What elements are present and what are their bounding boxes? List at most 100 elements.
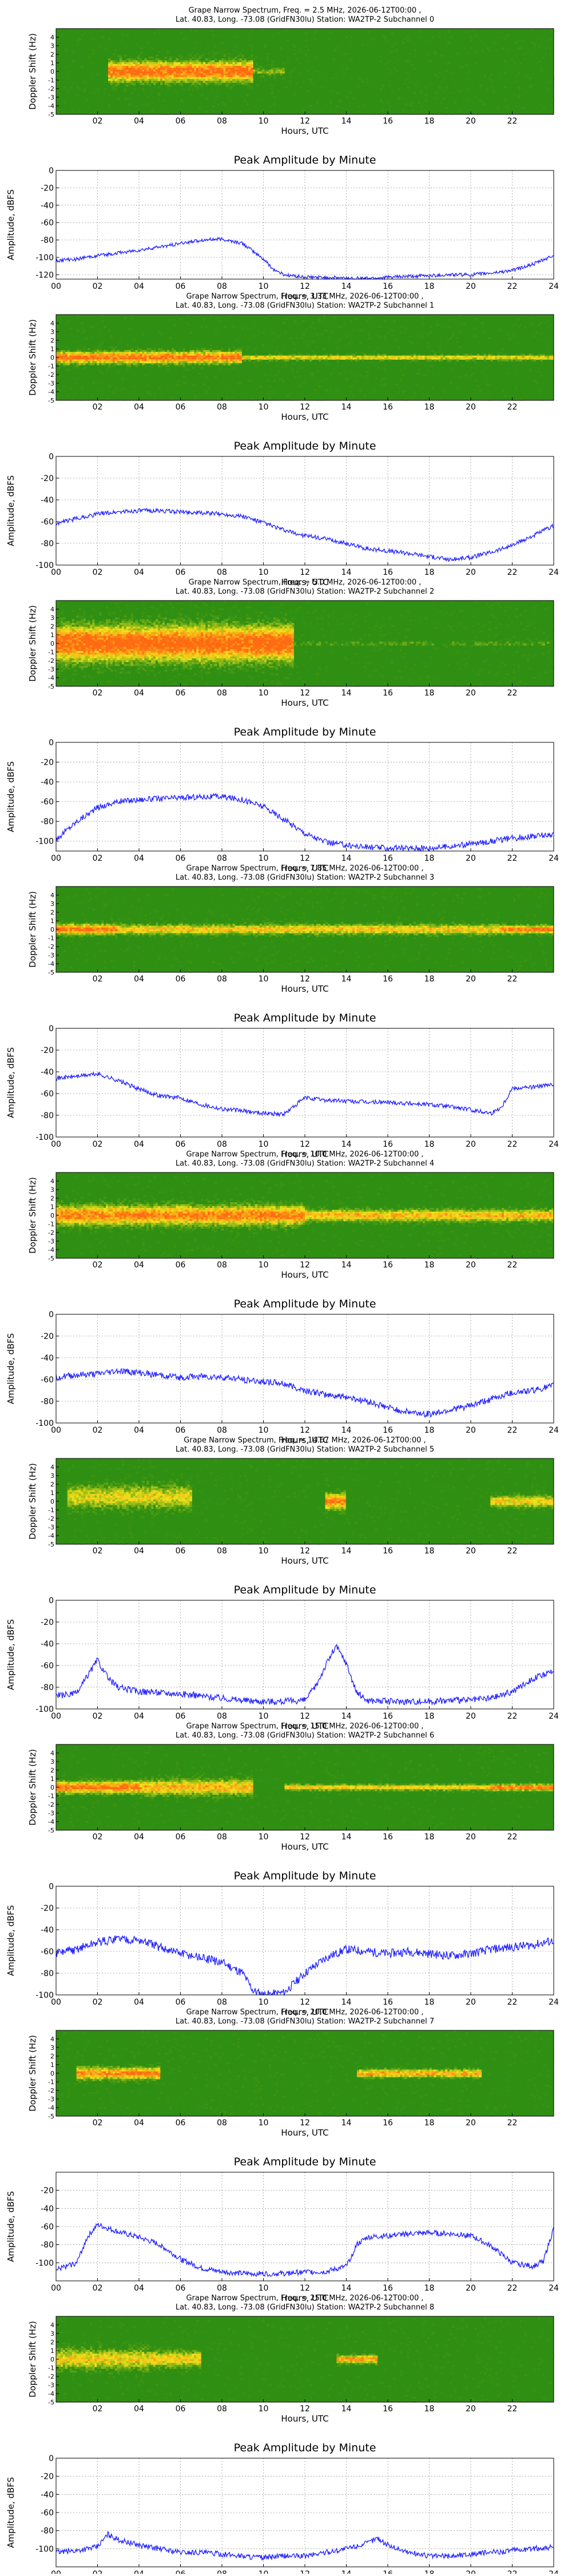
heatmap-cell [271,391,274,393]
heatmap-cell [169,51,172,53]
heatmap-cell [221,363,224,365]
heatmap-cell [404,79,407,81]
heatmap-cell [307,49,310,51]
heatmap-cell [253,395,256,397]
heatmap-cell [425,361,428,364]
heatmap-cell [253,335,256,337]
heatmap-cell [260,385,263,388]
heatmap-cell [393,92,396,94]
heatmap-cell [291,43,294,46]
heatmap-cell [137,81,140,83]
heatmap-cell [291,357,294,360]
heatmap-cell [262,75,265,78]
heatmap-cell [237,320,240,323]
heatmap-cell [509,339,511,341]
heatmap-cell [499,363,502,365]
heatmap-cell [269,64,272,66]
heatmap-cell [312,83,315,85]
heatmap-cell [386,339,389,341]
heatmap-cell [219,53,222,55]
heatmap-cell [364,357,367,360]
heatmap-cell [436,75,439,78]
heatmap-cell [486,357,488,360]
heatmap-cell [217,92,220,94]
heatmap-cell [373,350,376,352]
heatmap-cell [350,85,353,87]
heatmap-cell [366,43,369,46]
heatmap-cell [61,612,63,614]
heatmap-cell [228,53,231,55]
heatmap-cell [334,367,337,369]
heatmap-cell [513,315,516,317]
heatmap-cell [194,85,197,87]
heatmap-cell [192,51,194,53]
heatmap-cell [418,30,421,33]
heatmap-cell [63,324,66,326]
heatmap-cell [257,319,260,321]
heatmap-cell [368,393,371,395]
heatmap-cell [527,315,530,317]
heatmap-cell [336,361,339,364]
heatmap-cell [502,60,505,62]
heatmap-cell [518,47,521,50]
heatmap-cell [203,53,206,55]
heatmap-cell [384,77,387,79]
heatmap-cell [181,341,184,343]
heatmap-cell [513,335,516,337]
heatmap-cell [149,393,152,395]
x-tick-label: 14 [341,568,352,577]
heatmap-cell [284,29,287,31]
heatmap-cell [56,602,59,605]
heatmap-cell [88,348,90,351]
heatmap-cell [479,75,482,78]
heatmap-cell [237,55,240,57]
heatmap-cell [488,49,491,51]
heatmap-cell [241,328,244,330]
heatmap-cell [388,348,391,351]
heatmap-cell [228,83,231,85]
x-axis-label: Hours, UTC [281,412,328,422]
heatmap-cell [391,71,394,74]
heatmap-cell [201,326,204,328]
heatmap-cell [296,83,299,85]
heatmap-cell [368,30,371,33]
heatmap-cell [456,77,459,79]
heatmap-cell [352,100,355,102]
heatmap-cell [162,333,165,336]
heatmap-cell [151,96,154,98]
heatmap-cell [380,29,383,31]
heatmap-cell [160,365,163,367]
heatmap-cell [201,81,204,83]
heatmap-cell [79,612,82,614]
heatmap-cell [273,85,276,87]
heatmap-cell [282,77,285,79]
heatmap-cell [545,333,547,336]
y-tick-label: 0 [49,452,54,462]
heatmap-cell [463,374,466,376]
heatmap-cell [398,357,400,360]
heatmap-cell [58,55,61,57]
heatmap-cell [110,346,113,348]
heatmap-cell [316,395,319,397]
heatmap-cell [522,107,525,109]
heatmap-cell [129,328,132,330]
heatmap-cell [314,328,317,330]
heatmap-cell [214,53,217,55]
heatmap-cell [160,376,163,379]
heatmap-cell [241,57,244,59]
heatmap-cell [483,75,486,78]
heatmap-cell [411,343,414,345]
heatmap-cell [336,45,339,47]
heatmap-cell [291,40,294,42]
heatmap-cell [72,679,75,681]
x-tick-label: 14 [341,282,352,291]
y-tick-label: -40 [41,201,54,210]
heatmap-cell [56,681,59,683]
heatmap-cell [88,363,90,365]
heatmap-cell [461,365,464,367]
heatmap-cell [380,88,383,90]
heatmap-cell [495,396,498,399]
heatmap-cell [205,85,208,87]
heatmap-cell [459,376,462,379]
heatmap-cell [187,55,190,57]
